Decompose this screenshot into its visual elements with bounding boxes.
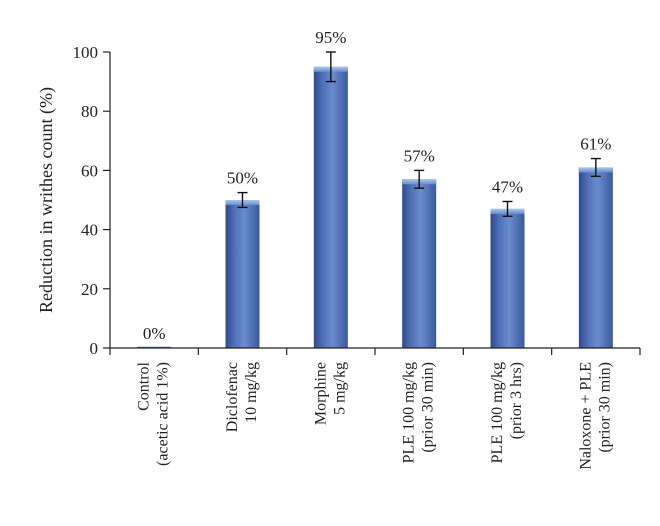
- category-label-line: PLE 100 mg/kg: [489, 362, 506, 463]
- y-tick-label: 100: [73, 43, 99, 62]
- category-label-line: 10 mg/kg: [243, 362, 260, 423]
- y-axis-title: Reduction in writhes count (%): [36, 87, 57, 313]
- y-tick-label: 0: [90, 339, 99, 358]
- bar: [490, 208, 525, 348]
- category-label-text: Naloxone + PLE (prior 30 min): [577, 362, 613, 470]
- category-label-line: PLE 100 mg/kg: [401, 362, 418, 463]
- category-label-line: (prior 3 hrs): [508, 362, 525, 439]
- category-label-line: Naloxone + PLE: [577, 362, 594, 470]
- data-labels: 0% 50% 95% 57% 47% 61%: [143, 28, 612, 343]
- y-tick-label: 60: [81, 161, 98, 180]
- bar: [225, 200, 260, 348]
- data-label: 61%: [580, 135, 611, 154]
- data-label: 95%: [315, 28, 346, 47]
- bars: [137, 51, 613, 349]
- category-label-line: Control: [136, 361, 153, 410]
- bar: [313, 66, 348, 349]
- category-label: Morphine 5 mg/kg: [312, 362, 348, 425]
- category-label-text: PLE 100 mg/kg (prior 3 hrs): [489, 362, 525, 463]
- bar: [402, 179, 437, 348]
- y-axis: 0 20 40 60 80 100: [73, 43, 111, 358]
- y-tick-label: 20: [81, 280, 98, 299]
- data-label: 47%: [492, 177, 523, 196]
- category-label: PLE 100 mg/kg (prior 30 min): [401, 362, 437, 463]
- data-label: 0%: [143, 324, 166, 343]
- category-label: Control (acetic acid 1%): [136, 361, 172, 465]
- category-label: Diclofenac 10 mg/kg: [224, 362, 260, 432]
- category-label-text: Diclofenac 10 mg/kg: [224, 362, 260, 432]
- category-label-line: (acetic acid 1%): [155, 362, 172, 466]
- category-label-text: Control (acetic acid 1%): [136, 361, 172, 465]
- category-label-text: PLE 100 mg/kg (prior 30 min): [401, 362, 437, 463]
- category-label-line: Morphine: [312, 362, 329, 425]
- category-label-line: (prior 30 min): [420, 362, 437, 453]
- category-label: Naloxone + PLE (prior 30 min): [577, 362, 613, 470]
- category-label-line: (prior 30 min): [596, 362, 613, 453]
- category-label: PLE 100 mg/kg (prior 3 hrs): [489, 362, 525, 463]
- data-label: 57%: [404, 146, 435, 165]
- data-label: 50%: [227, 169, 258, 188]
- category-label-line: 5 mg/kg: [331, 362, 348, 415]
- category-label-text: Morphine 5 mg/kg: [312, 362, 348, 425]
- x-axis: Control (acetic acid 1%) Diclofenac 10 mg/k…: [109, 347, 641, 470]
- bar: [578, 167, 613, 348]
- y-tick-label: 80: [81, 102, 98, 121]
- category-label-line: Diclofenac: [224, 362, 241, 432]
- y-tick-label: 40: [81, 221, 98, 240]
